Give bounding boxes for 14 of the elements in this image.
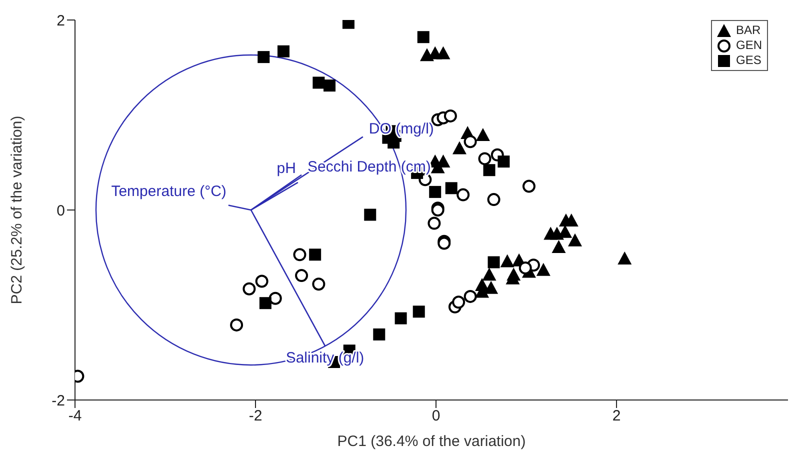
y-axis-title: PC2 (25.2% of the variation) — [8, 116, 26, 304]
series-label: pH — [276, 160, 296, 177]
y-tick-label: -2 — [52, 392, 65, 410]
x-tick-label: -4 — [68, 408, 82, 425]
y-tick-label: 0 — [56, 202, 65, 220]
legend-label: GES — [736, 53, 762, 68]
x-tick-label: 0 — [432, 408, 440, 425]
series-label: Temperature (°C) — [111, 182, 226, 200]
y-tick-label: 2 — [56, 12, 65, 30]
x-axis-title: PC1 (36.4% of the variation) — [337, 433, 526, 450]
legend-label: BAR — [736, 23, 761, 38]
x-tick-label: -2 — [248, 408, 262, 425]
x-tick-label: 2 — [612, 408, 621, 425]
legend-label: GEN — [736, 38, 762, 53]
